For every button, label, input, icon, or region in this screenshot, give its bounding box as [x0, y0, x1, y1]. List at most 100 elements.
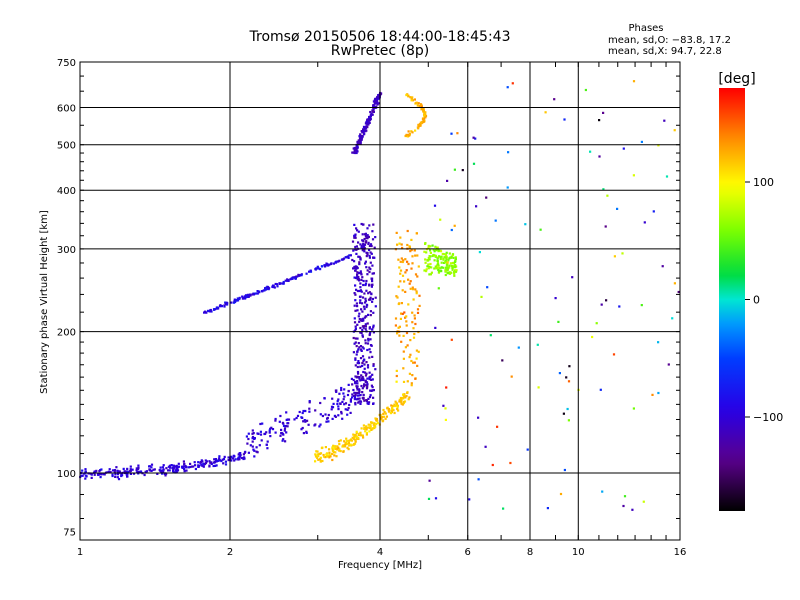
data-point [362, 319, 365, 322]
data-point [605, 299, 608, 302]
data-point [342, 258, 345, 261]
data-point [340, 388, 343, 392]
data-point [249, 294, 252, 297]
data-point [355, 248, 358, 251]
data-point [433, 259, 436, 262]
data-point [306, 419, 309, 422]
data-point [438, 270, 441, 273]
data-point [406, 344, 409, 347]
data-point [404, 271, 407, 274]
data-point [354, 329, 357, 332]
data-point [356, 337, 359, 340]
data-point [116, 473, 120, 476]
data-point [239, 453, 242, 457]
data-point [176, 467, 179, 470]
data-point [259, 433, 263, 436]
data-point [246, 442, 249, 445]
data-point [364, 127, 368, 130]
data-point [346, 255, 349, 258]
data-point [363, 371, 367, 374]
data-point [319, 452, 323, 455]
data-point [663, 119, 666, 122]
data-point [301, 426, 304, 430]
data-point [332, 402, 335, 405]
data-point [364, 241, 367, 244]
data-point [438, 255, 441, 258]
data-point [369, 351, 372, 354]
data-point [343, 445, 346, 448]
data-point [282, 433, 285, 436]
data-point [314, 268, 317, 271]
data-point [364, 325, 367, 328]
data-point [354, 148, 357, 151]
data-point [496, 425, 499, 428]
data-point [365, 431, 368, 434]
data-point [360, 244, 363, 247]
data-point [302, 420, 305, 423]
data-point [199, 461, 202, 464]
data-point [354, 337, 357, 340]
data-point [423, 117, 426, 120]
data-point [213, 458, 216, 461]
data-point [397, 302, 400, 306]
data-point [406, 135, 410, 138]
data-point [359, 331, 362, 334]
data-point [237, 456, 240, 459]
data-point [358, 376, 361, 379]
data-point [567, 419, 570, 422]
data-point [368, 326, 371, 329]
data-point [506, 86, 509, 89]
data-point [349, 398, 352, 401]
data-point [264, 287, 268, 290]
data-point [355, 267, 358, 270]
data-point [366, 342, 370, 345]
data-point [137, 470, 140, 473]
data-point [371, 386, 374, 389]
data-point [370, 384, 373, 387]
data-point [402, 259, 405, 262]
data-point [415, 232, 418, 235]
data-point [448, 264, 451, 267]
data-point [144, 471, 147, 474]
data-point [363, 363, 366, 366]
data-point [358, 389, 361, 392]
data-point [364, 235, 367, 238]
data-point [321, 265, 324, 268]
data-point [259, 422, 262, 426]
data-point [362, 394, 365, 397]
data-point [642, 500, 645, 503]
data-point [640, 140, 643, 143]
data-point [369, 424, 372, 427]
data-point [411, 262, 414, 265]
data-point [453, 260, 457, 264]
data-point [396, 407, 399, 411]
data-point [413, 98, 416, 101]
data-point [292, 276, 295, 279]
data-point [366, 118, 369, 121]
data-point [271, 428, 275, 431]
y-axis-label: Stationary phase Virtual Height [km] [39, 210, 50, 394]
data-point [415, 292, 418, 295]
data-point [461, 169, 464, 172]
data-point [410, 99, 413, 102]
data-point [348, 439, 351, 442]
data-point [247, 437, 250, 441]
data-point [394, 404, 397, 408]
data-point [168, 464, 172, 467]
data-point [252, 448, 255, 451]
data-point [352, 443, 355, 446]
data-point [414, 273, 418, 276]
data-point [359, 299, 362, 302]
data-point [344, 408, 347, 411]
data-point [364, 328, 367, 331]
data-point [400, 243, 403, 246]
data-point [438, 266, 441, 270]
data-point [266, 447, 269, 450]
phase-stats-heading: Phases [628, 23, 663, 34]
data-point [407, 398, 410, 401]
data-point [294, 275, 298, 278]
data-point [261, 422, 264, 425]
data-point [618, 305, 621, 308]
data-point [251, 440, 254, 443]
x-tick-label: 8 [527, 547, 533, 558]
